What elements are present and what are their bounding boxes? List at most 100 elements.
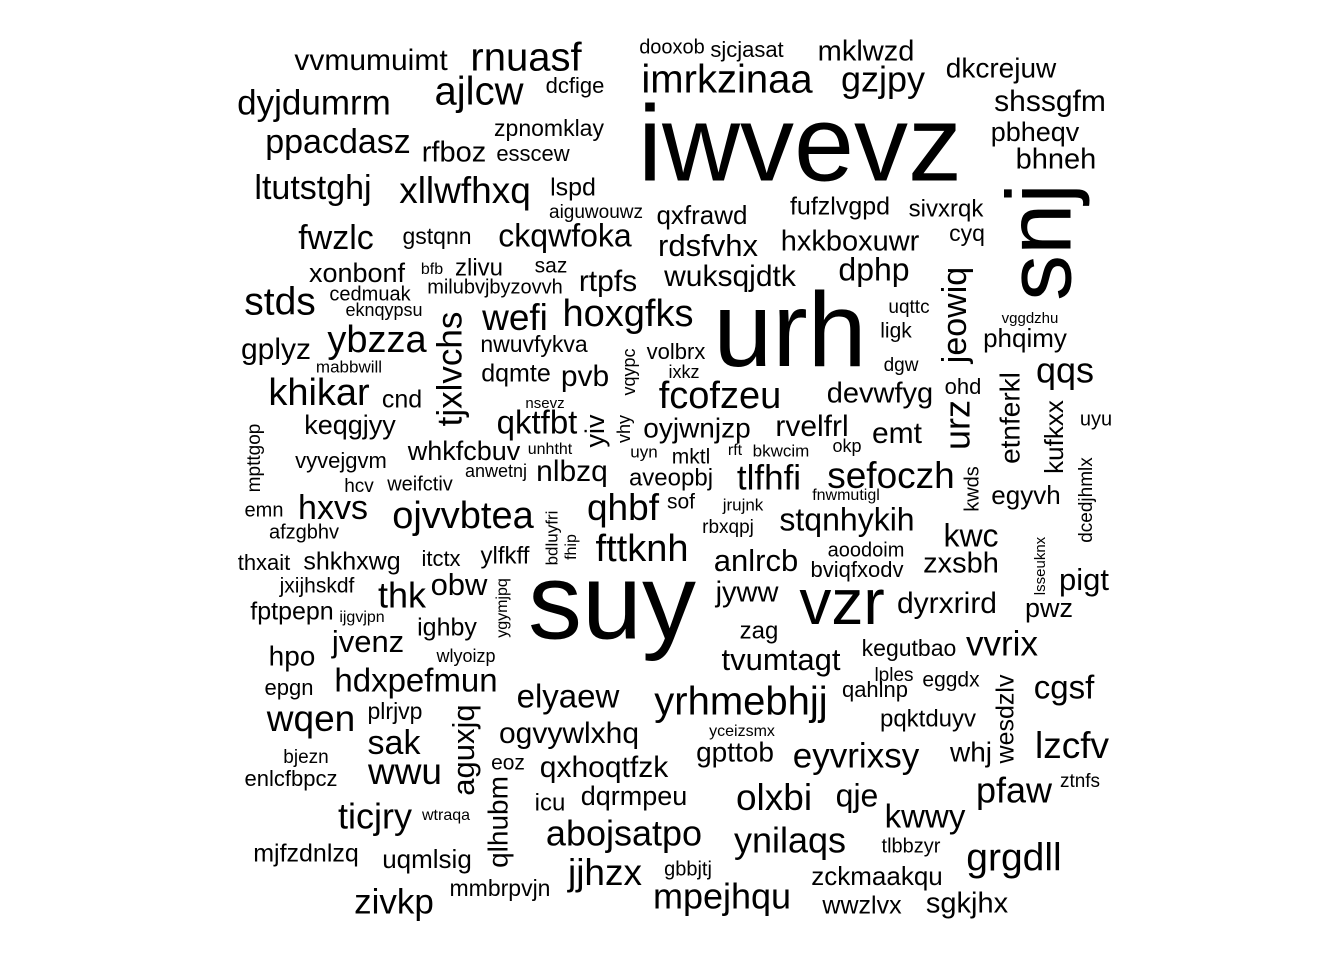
cloud-word: aoodoim bbox=[828, 539, 905, 561]
cloud-word: dooxob bbox=[639, 36, 705, 58]
cloud-word: pfaw bbox=[976, 770, 1053, 811]
cloud-word: aveopbj bbox=[629, 464, 713, 491]
cloud-word: jeowiq bbox=[936, 267, 974, 364]
cloud-word: qqs bbox=[1036, 350, 1094, 391]
cloud-word: mmbrpvjn bbox=[450, 875, 551, 901]
cloud-word: rvelfrl bbox=[775, 410, 848, 443]
cloud-word: uqttc bbox=[888, 297, 929, 318]
cloud-word: elyaew bbox=[517, 678, 620, 715]
cloud-word: pigt bbox=[1059, 562, 1109, 597]
cloud-word: yrhmebhjj bbox=[654, 680, 827, 724]
cloud-word: vyvejgvm bbox=[295, 448, 387, 473]
cloud-word: volbrx bbox=[647, 339, 706, 364]
cloud-word: nlbzq bbox=[536, 455, 608, 488]
cloud-word: zlivu bbox=[455, 254, 503, 281]
cloud-word: eyvrixsy bbox=[793, 736, 920, 775]
cloud-word: imrkzinaa bbox=[641, 58, 813, 102]
cloud-word: dgw bbox=[884, 355, 919, 376]
cloud-word: qlhubm bbox=[482, 776, 513, 868]
cloud-word: rnuasf bbox=[470, 36, 582, 80]
cloud-word: vggdzhu bbox=[1002, 310, 1059, 327]
cloud-word: uyu bbox=[1080, 408, 1112, 430]
cloud-word: vhy bbox=[614, 415, 634, 443]
cloud-word: bhneh bbox=[1016, 144, 1097, 176]
cloud-word: shssgfm bbox=[994, 85, 1106, 118]
cloud-word: weifctiv bbox=[386, 473, 453, 495]
cloud-word: ajlcw bbox=[435, 70, 524, 114]
cloud-word: fttknh bbox=[596, 528, 689, 570]
cloud-word: ygymjpq bbox=[494, 578, 511, 638]
cloud-word: pbheqv bbox=[991, 117, 1080, 147]
cloud-word: eoz bbox=[491, 752, 525, 775]
cloud-word: esscew bbox=[496, 141, 569, 166]
cloud-word: ticjry bbox=[338, 796, 412, 837]
cloud-word: jxijhskdf bbox=[279, 575, 355, 598]
cloud-word: vzr bbox=[799, 566, 884, 638]
cloud-word: rdsfvhx bbox=[658, 228, 758, 263]
cloud-word: urh bbox=[713, 271, 866, 389]
cloud-word: mpttgop bbox=[244, 424, 265, 493]
cloud-word: cgsf bbox=[1034, 669, 1095, 706]
cloud-word: bkwcim bbox=[753, 441, 810, 460]
cloud-word: hpo bbox=[269, 640, 316, 671]
cloud-word: dyrxrird bbox=[897, 587, 997, 620]
cloud-word: zpnomklay bbox=[494, 115, 604, 141]
cloud-word: dyjdumrm bbox=[237, 83, 391, 122]
cloud-word: khikar bbox=[268, 372, 370, 414]
cloud-word: kufkxx bbox=[1039, 400, 1069, 474]
cloud-word: wqen bbox=[266, 698, 355, 739]
cloud-word: ighby bbox=[417, 614, 477, 642]
cloud-word: qxfrawd bbox=[656, 200, 747, 230]
cloud-word: pvb bbox=[561, 360, 609, 393]
cloud-word: mabbwill bbox=[316, 357, 382, 376]
cloud-word: grgdll bbox=[966, 836, 1061, 879]
cloud-word: fcofzeu bbox=[659, 375, 782, 417]
cloud-word: bjezn bbox=[283, 747, 328, 768]
cloud-word: urz bbox=[937, 400, 978, 450]
cloud-word: kwc bbox=[943, 517, 998, 553]
cloud-word: ybzza bbox=[327, 319, 427, 361]
cloud-word: wtraqa bbox=[421, 807, 470, 824]
cloud-word: wwu bbox=[367, 751, 442, 792]
cloud-word: jjhzx bbox=[567, 852, 643, 893]
cloud-word: qje bbox=[836, 777, 879, 813]
cloud-word: uqmlsig bbox=[382, 844, 472, 874]
cloud-word: hcv bbox=[344, 476, 374, 497]
cloud-word: nsevz bbox=[525, 395, 564, 412]
cloud-word: lples bbox=[874, 665, 913, 686]
cloud-word: milubvjbyzovvh bbox=[427, 276, 563, 298]
cloud-word: aiguwouwz bbox=[549, 202, 643, 223]
cloud-word: sak bbox=[368, 724, 422, 762]
cloud-word: dqmte bbox=[481, 360, 550, 388]
cloud-word: emt bbox=[872, 417, 923, 450]
cloud-word: saz bbox=[535, 255, 568, 278]
cloud-word: devwfyg bbox=[827, 378, 933, 410]
cloud-word: eggdx bbox=[922, 669, 980, 692]
cloud-word: snj bbox=[988, 183, 1090, 301]
cloud-word: ojvvbtea bbox=[392, 495, 534, 537]
cloud-word: ylfkff bbox=[481, 542, 530, 569]
cloud-word: rtpfs bbox=[579, 265, 637, 298]
cloud-word: olxbi bbox=[736, 777, 812, 818]
cloud-word: unhtht bbox=[528, 441, 573, 458]
cloud-word: wefi bbox=[481, 297, 548, 338]
cloud-word: anwetnj bbox=[465, 461, 527, 481]
cloud-word: tvumtagt bbox=[722, 642, 841, 677]
cloud-word: gzjpy bbox=[841, 59, 925, 100]
cloud-word: zxsbh bbox=[923, 548, 999, 580]
cloud-word: sivxrqk bbox=[909, 195, 985, 222]
cloud-word: vqypc bbox=[619, 348, 639, 395]
cloud-word: ixkz bbox=[669, 362, 700, 382]
cloud-word: rft bbox=[728, 442, 743, 459]
cloud-word: sgkjhx bbox=[926, 888, 1009, 920]
cloud-word: hxkboxuwr bbox=[781, 226, 920, 258]
cloud-word: iwvevz bbox=[638, 83, 962, 204]
cloud-word: dphp bbox=[838, 251, 909, 287]
cloud-word: ppacdasz bbox=[265, 123, 411, 161]
cloud-word: qktfbt bbox=[497, 404, 578, 441]
cloud-word: xonbonf bbox=[309, 258, 406, 288]
cloud-word: vvmumuimt bbox=[294, 44, 448, 77]
cloud-word: mjfzdnlzq bbox=[253, 840, 359, 868]
cloud-word: nwuvfykva bbox=[480, 331, 588, 357]
cloud-word: ynilaqs bbox=[734, 820, 846, 861]
